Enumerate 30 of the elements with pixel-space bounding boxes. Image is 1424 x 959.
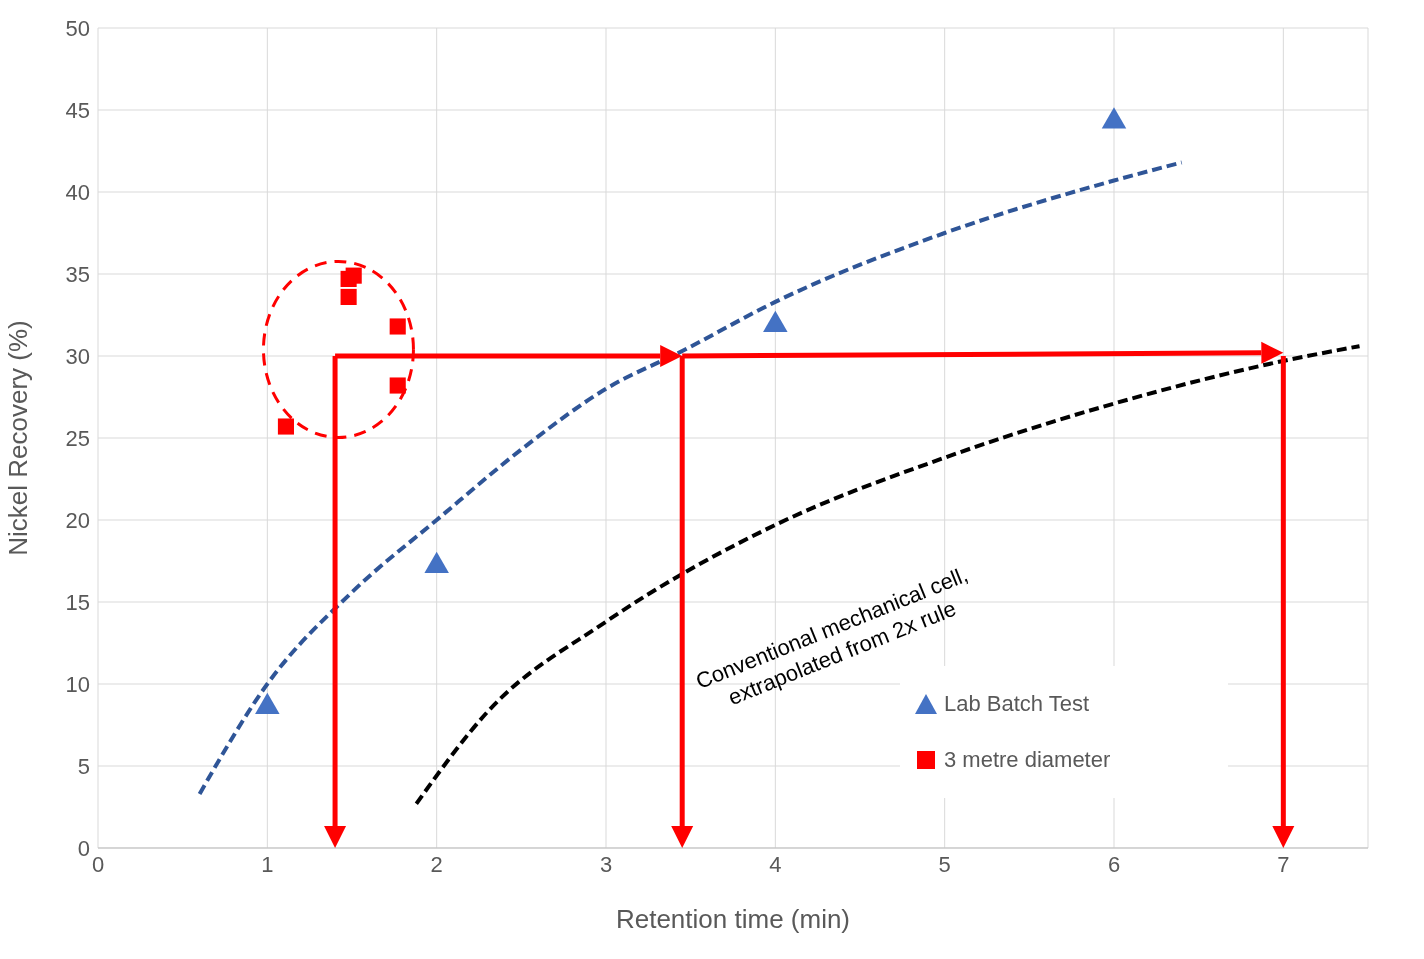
line-series	[197, 160, 1184, 796]
point	[424, 551, 449, 573]
y-tick-label: 0	[77, 835, 90, 861]
point	[340, 288, 357, 306]
y-tick-label: 15	[65, 589, 90, 615]
y-tick-label: 50	[65, 15, 90, 41]
x-tick-label: 7	[1277, 851, 1290, 877]
y-tick-label: 30	[65, 343, 90, 369]
legend-label: 3 metre diameter	[944, 747, 1111, 773]
x-tick-label: 6	[1107, 851, 1121, 877]
point	[277, 418, 295, 435]
y-tick-label: 45	[65, 97, 90, 123]
point	[345, 267, 362, 284]
x-tick-label: 3	[599, 851, 613, 877]
y-tick-label: 5	[77, 753, 90, 779]
legend-label: Lab Batch Test	[944, 691, 1090, 717]
y-tick-label: 10	[65, 671, 90, 697]
x-tick-label: 5	[938, 851, 951, 877]
x-tick-label: 4	[769, 851, 782, 877]
y-tick-label: 35	[65, 261, 90, 287]
point	[255, 692, 280, 715]
y-axis-title: Nickel Recovery (%)	[3, 320, 34, 556]
y-tick-label: 25	[65, 425, 90, 451]
point	[389, 377, 406, 394]
y-tick-label: 20	[65, 507, 90, 533]
x-axis-title: Retention time (min)	[615, 904, 851, 934]
point	[389, 318, 406, 335]
x-tick-label: 2	[430, 851, 443, 877]
x-tick-label: 1	[261, 851, 274, 877]
y-tick-label: 40	[65, 179, 90, 205]
